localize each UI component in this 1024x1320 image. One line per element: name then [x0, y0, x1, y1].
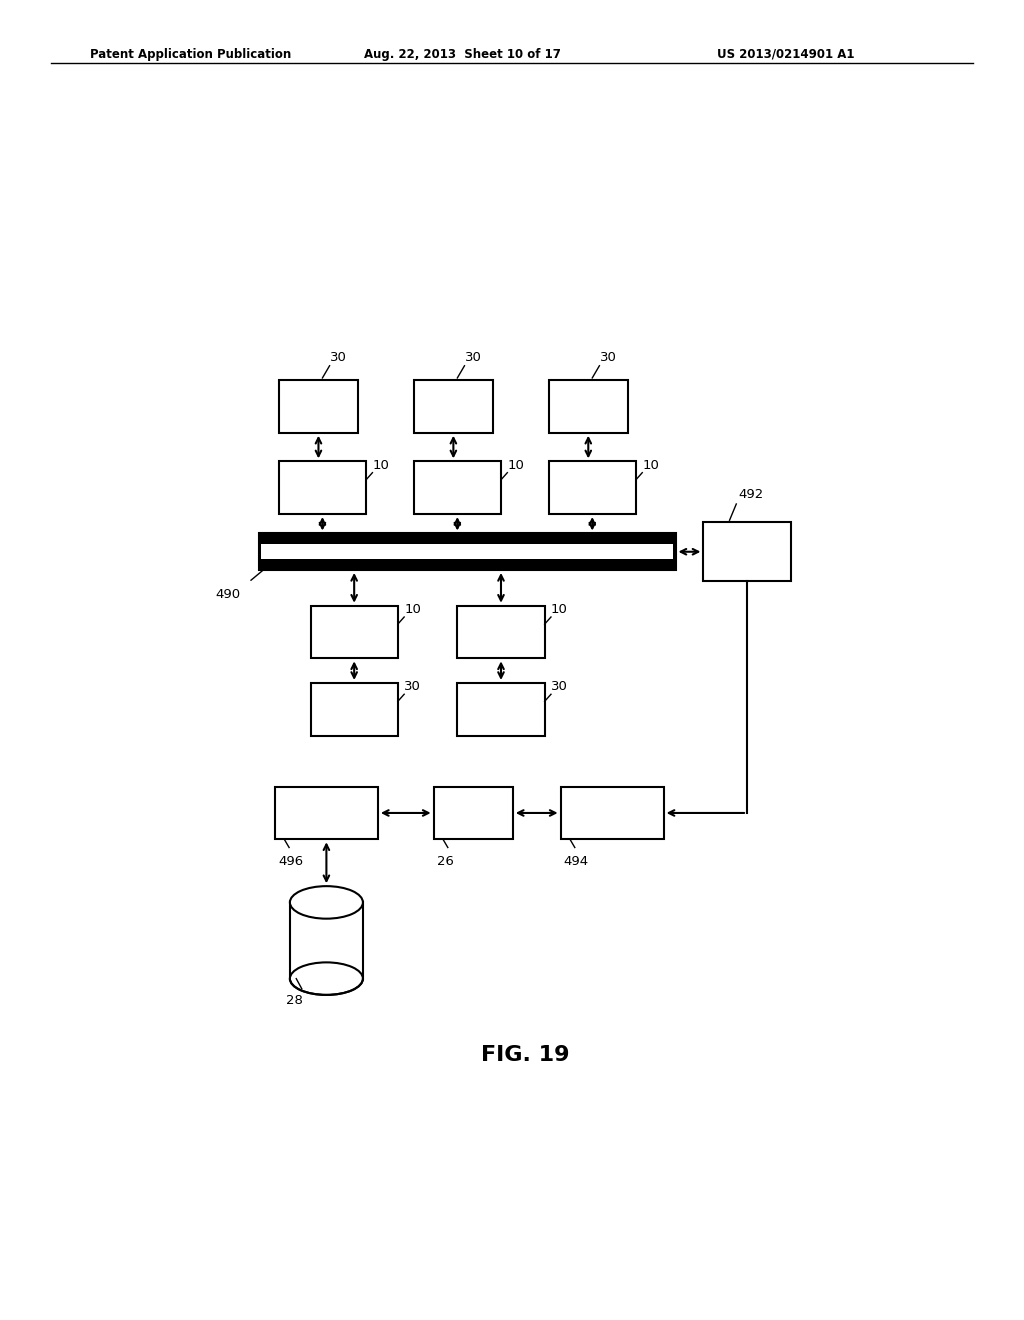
Text: 30: 30: [404, 680, 421, 693]
Text: 10: 10: [404, 603, 421, 616]
Text: 30: 30: [600, 351, 617, 364]
Text: 492: 492: [738, 488, 763, 500]
Bar: [414, 380, 493, 433]
Ellipse shape: [290, 962, 362, 995]
Text: Patent Application Publication: Patent Application Publication: [90, 48, 292, 61]
Bar: [549, 380, 628, 433]
Bar: [560, 787, 664, 840]
Bar: [310, 606, 398, 659]
Text: FIG. 19: FIG. 19: [480, 1045, 569, 1065]
Bar: [458, 682, 545, 735]
Text: 30: 30: [465, 351, 482, 364]
Bar: [279, 461, 367, 515]
Bar: [259, 533, 676, 570]
Text: US 2013/0214901 A1: US 2013/0214901 A1: [717, 48, 854, 61]
Text: 30: 30: [331, 351, 347, 364]
Bar: [549, 461, 636, 515]
Bar: [310, 682, 398, 735]
Text: 494: 494: [563, 854, 589, 867]
Text: 10: 10: [373, 458, 389, 471]
Text: 10: 10: [507, 458, 524, 471]
Bar: [414, 461, 501, 515]
Ellipse shape: [290, 886, 362, 919]
Bar: [703, 523, 791, 581]
Bar: [433, 787, 513, 840]
Bar: [458, 606, 545, 659]
Text: 496: 496: [278, 854, 303, 867]
Text: 30: 30: [551, 680, 568, 693]
Text: 26: 26: [436, 854, 454, 867]
Text: Aug. 22, 2013  Sheet 10 of 17: Aug. 22, 2013 Sheet 10 of 17: [364, 48, 560, 61]
Text: 28: 28: [286, 994, 303, 1007]
Bar: [290, 903, 362, 978]
Bar: [274, 787, 378, 840]
Text: 490: 490: [215, 589, 241, 602]
Bar: [279, 380, 358, 433]
Bar: [261, 544, 673, 560]
Text: 10: 10: [551, 603, 568, 616]
Text: 10: 10: [642, 458, 659, 471]
